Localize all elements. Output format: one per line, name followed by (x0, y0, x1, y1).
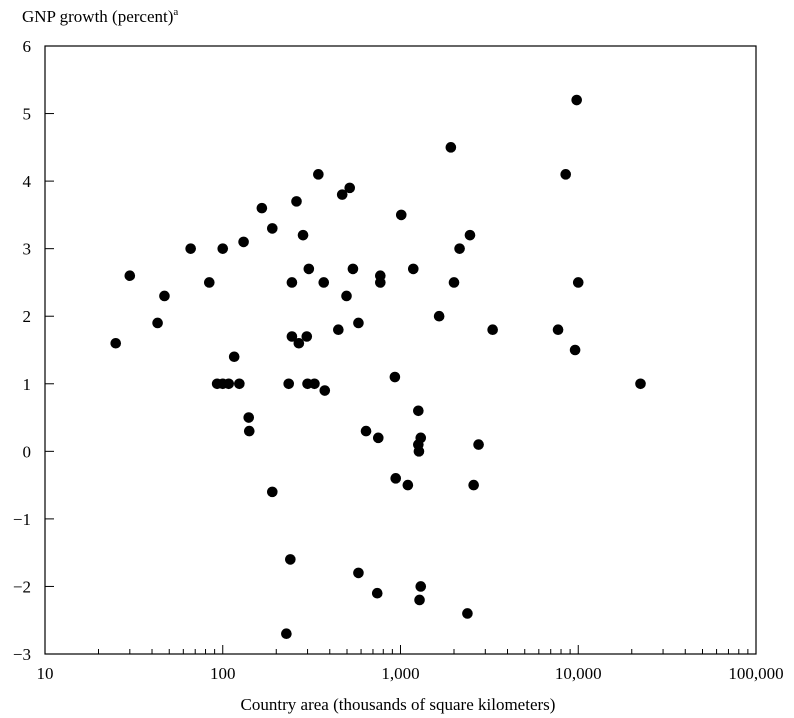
data-point (344, 182, 356, 194)
data-point (473, 439, 484, 450)
data-point (413, 405, 424, 417)
data-point (285, 554, 296, 565)
data-point (407, 263, 419, 275)
data-point (293, 337, 305, 349)
data-point (390, 473, 402, 484)
data-point (571, 94, 582, 106)
data-point (159, 290, 170, 302)
data-point (110, 337, 122, 349)
data-point (281, 628, 292, 640)
y-tick-label: −1 (13, 510, 31, 529)
data-point (313, 169, 324, 180)
y-axis-label-superscript: a (173, 6, 178, 18)
y-tick-label: 2 (23, 307, 32, 326)
data-point (414, 594, 425, 606)
plot-border (44, 45, 757, 655)
data-point (336, 189, 348, 200)
y-tick-label: 3 (23, 240, 32, 259)
data-point (217, 243, 229, 254)
data-point (333, 324, 344, 336)
y-tick-label: −2 (13, 577, 31, 596)
data-point (318, 277, 330, 288)
data-point (203, 277, 215, 288)
data-point (375, 277, 386, 288)
data-point (353, 317, 364, 329)
data-point (283, 378, 295, 390)
x-tick-label: 1,000 (381, 664, 419, 683)
plot-frame (44, 45, 757, 655)
data-point (243, 425, 255, 437)
data-point (266, 223, 278, 234)
data-point (433, 310, 445, 322)
data-point (238, 236, 249, 248)
data-point (413, 446, 425, 457)
data-point (301, 331, 313, 342)
data-point (309, 378, 320, 390)
data-point (347, 263, 359, 275)
data-point (228, 351, 240, 363)
data-point (319, 385, 331, 396)
data-point (286, 331, 298, 342)
y-axis-label: GNP growth (percent)a (22, 6, 178, 26)
data-point (371, 587, 383, 599)
data-point (464, 229, 476, 241)
data-point (395, 209, 407, 221)
data-point (402, 479, 414, 491)
data-point (152, 317, 163, 329)
data-point (448, 277, 460, 288)
data-point (341, 290, 352, 302)
data-point (635, 378, 646, 390)
y-axis-ticks: −3 −2 −1 0 1 2 3 4 5 6 (13, 37, 54, 664)
y-tick-label: 6 (23, 37, 32, 56)
x-tick-label: 100 (210, 664, 236, 683)
y-tick-label: 0 (23, 442, 32, 461)
data-point (462, 608, 473, 619)
data-point (468, 479, 479, 491)
data-point (243, 412, 255, 423)
y-tick-label: 4 (23, 172, 32, 191)
x-axis-label: Country area (thousands of square kilome… (241, 695, 556, 714)
data-point (415, 581, 427, 592)
x-tick-label: 10 (37, 664, 54, 683)
data-point (572, 277, 584, 288)
x-axis-ticks: 10 100 1,000 10,000 100,000 (37, 645, 784, 683)
data-points (110, 94, 646, 640)
y-tick-label: 1 (23, 375, 32, 394)
data-point (303, 263, 315, 275)
data-point (415, 432, 427, 444)
data-point (291, 196, 302, 207)
x-tick-label: 100,000 (728, 664, 783, 683)
data-point (297, 229, 309, 241)
data-point (445, 142, 457, 153)
data-point (560, 169, 572, 180)
data-point (286, 277, 298, 288)
data-point (487, 324, 498, 336)
data-point (360, 425, 372, 437)
x-tick-label: 10,000 (555, 664, 602, 683)
data-point (569, 344, 581, 356)
data-point (372, 432, 384, 444)
data-point (454, 243, 465, 254)
y-tick-label: 5 (23, 105, 32, 124)
data-point (223, 378, 234, 390)
data-point (234, 378, 245, 390)
y-tick-label: −3 (13, 645, 31, 664)
data-point (353, 567, 364, 579)
data-point (266, 486, 278, 498)
data-point (185, 243, 196, 254)
data-point (124, 270, 136, 281)
data-point (256, 202, 268, 214)
data-point (552, 324, 564, 336)
data-point (389, 371, 401, 383)
